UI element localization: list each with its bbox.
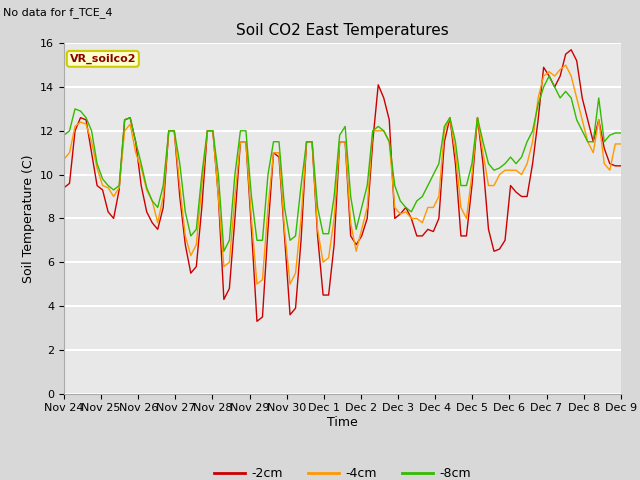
-8cm xyxy=(220,248,228,254)
-8cm xyxy=(182,209,189,215)
X-axis label: Time: Time xyxy=(327,416,358,429)
-4cm xyxy=(562,62,570,68)
-2cm xyxy=(457,233,465,239)
-2cm xyxy=(253,318,260,324)
-2cm xyxy=(617,163,625,168)
Y-axis label: Soil Temperature (C): Soil Temperature (C) xyxy=(22,154,35,283)
-4cm xyxy=(319,259,327,265)
Text: VR_soilco2: VR_soilco2 xyxy=(70,54,136,64)
-4cm xyxy=(165,128,173,134)
-8cm xyxy=(551,84,559,90)
Line: -2cm: -2cm xyxy=(64,50,621,321)
-2cm xyxy=(319,292,327,298)
Title: Soil CO2 East Temperatures: Soil CO2 East Temperatures xyxy=(236,23,449,38)
-8cm xyxy=(319,231,327,237)
-4cm xyxy=(457,204,465,210)
-4cm xyxy=(501,168,509,173)
-8cm xyxy=(60,132,68,138)
-4cm xyxy=(253,281,260,287)
-8cm xyxy=(545,73,553,79)
-2cm xyxy=(567,47,575,53)
Text: No data for f_TCE_4: No data for f_TCE_4 xyxy=(3,7,113,18)
-8cm xyxy=(165,128,173,134)
-4cm xyxy=(182,233,189,239)
-2cm xyxy=(182,242,189,248)
Legend: -2cm, -4cm, -8cm: -2cm, -4cm, -8cm xyxy=(209,462,476,480)
-8cm xyxy=(457,183,465,189)
-8cm xyxy=(617,130,625,136)
Line: -4cm: -4cm xyxy=(64,65,621,284)
-8cm xyxy=(501,161,509,167)
-2cm xyxy=(60,185,68,191)
-4cm xyxy=(545,69,553,74)
-4cm xyxy=(617,141,625,147)
-2cm xyxy=(501,238,509,243)
Line: -8cm: -8cm xyxy=(64,76,621,251)
-4cm xyxy=(60,156,68,162)
-2cm xyxy=(165,128,173,134)
-2cm xyxy=(545,73,553,79)
